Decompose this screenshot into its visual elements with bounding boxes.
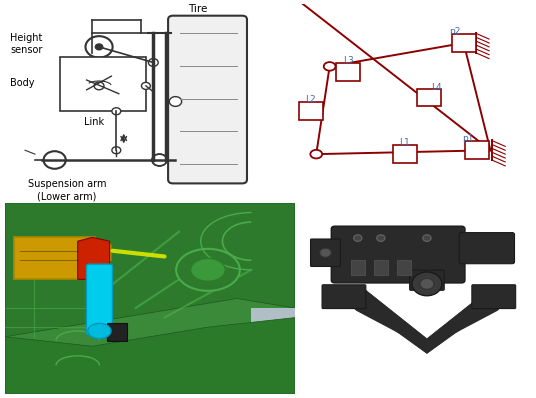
Circle shape xyxy=(420,278,434,289)
Polygon shape xyxy=(5,318,295,394)
Bar xyxy=(465,141,489,159)
Circle shape xyxy=(148,59,158,66)
Circle shape xyxy=(86,36,113,58)
Text: L2: L2 xyxy=(306,95,316,104)
Circle shape xyxy=(412,272,442,296)
FancyBboxPatch shape xyxy=(14,237,95,279)
Polygon shape xyxy=(5,203,295,337)
Text: L4: L4 xyxy=(431,83,442,92)
FancyBboxPatch shape xyxy=(331,226,465,283)
Polygon shape xyxy=(351,289,503,353)
Bar xyxy=(451,34,476,52)
Circle shape xyxy=(320,248,331,257)
Circle shape xyxy=(152,154,167,166)
Text: L1: L1 xyxy=(399,138,410,147)
FancyBboxPatch shape xyxy=(459,232,515,264)
Circle shape xyxy=(88,323,111,339)
Text: Body: Body xyxy=(10,78,35,88)
FancyBboxPatch shape xyxy=(59,57,146,111)
Circle shape xyxy=(324,62,336,71)
FancyBboxPatch shape xyxy=(107,323,127,341)
FancyBboxPatch shape xyxy=(322,285,366,308)
Bar xyxy=(351,260,364,275)
Circle shape xyxy=(43,151,66,169)
FancyBboxPatch shape xyxy=(94,244,111,261)
Circle shape xyxy=(142,82,150,90)
Circle shape xyxy=(112,108,121,115)
Circle shape xyxy=(310,150,322,158)
Bar xyxy=(374,260,388,275)
Circle shape xyxy=(191,258,225,281)
Circle shape xyxy=(112,147,121,154)
Circle shape xyxy=(176,249,240,291)
Circle shape xyxy=(95,44,103,50)
Bar xyxy=(337,63,360,81)
FancyBboxPatch shape xyxy=(410,270,444,290)
Text: Height
sensor: Height sensor xyxy=(10,33,43,55)
FancyBboxPatch shape xyxy=(86,264,113,335)
FancyBboxPatch shape xyxy=(472,285,516,308)
Text: Link: Link xyxy=(84,117,105,127)
Circle shape xyxy=(354,235,362,241)
FancyBboxPatch shape xyxy=(168,16,247,183)
Circle shape xyxy=(169,97,182,106)
Text: Tire: Tire xyxy=(188,4,207,14)
Bar xyxy=(392,145,417,163)
Bar xyxy=(417,89,441,106)
Text: L3: L3 xyxy=(343,56,354,65)
Text: p1: p1 xyxy=(462,134,474,143)
FancyBboxPatch shape xyxy=(310,239,340,267)
Polygon shape xyxy=(251,308,295,394)
Text: p2: p2 xyxy=(449,27,460,36)
Bar xyxy=(397,260,411,275)
Bar xyxy=(299,102,323,120)
Circle shape xyxy=(377,235,385,241)
Polygon shape xyxy=(78,237,109,279)
Circle shape xyxy=(152,154,167,166)
Circle shape xyxy=(423,235,431,241)
Text: Suspension arm
(Lower arm): Suspension arm (Lower arm) xyxy=(28,179,106,201)
Circle shape xyxy=(94,82,104,90)
